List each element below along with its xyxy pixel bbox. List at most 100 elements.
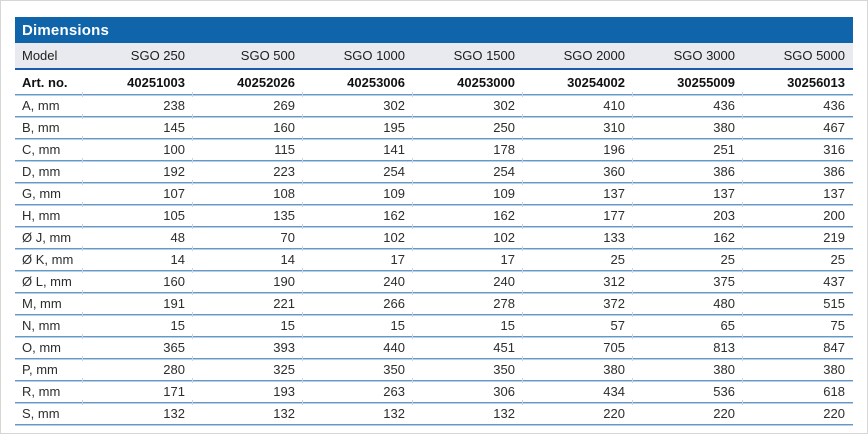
dimension-label: R, mm [15,380,83,403]
dimension-value: 193 [192,378,303,403]
dimension-value: 107 [82,180,193,205]
dimension-value: 196 [522,136,633,161]
dimension-value: 14 [192,246,303,271]
dimension-value: 15 [82,312,193,337]
dimension-value: 192 [82,158,193,183]
dimension-value: 480 [632,290,743,315]
art-no-value: 40252026 [237,74,295,90]
dimension-value: 254 [302,158,413,183]
dimension-value: 365 [82,334,193,359]
dimension-label: N, mm [15,314,83,337]
table-row: O, mm 365 393 440 451 705 813 847 [15,334,853,359]
dimension-value: 132 [302,400,413,425]
table-row: R, mm 171 193 263 306 434 536 618 [15,378,853,403]
dimension-value: 171 [82,378,193,403]
dimension-value: 137 [632,180,743,205]
dimension-value: 618 [742,378,853,403]
dimension-value: 162 [302,202,413,227]
dimension-value: 160 [82,268,193,293]
dimension-value: 137 [742,180,853,205]
dimension-value: 14 [82,246,193,271]
dimension-value: 190 [192,268,303,293]
dimension-value: 200 [742,202,853,227]
column-header-sgo-250: SGO 250 [83,43,193,70]
dimension-value: 380 [742,356,853,381]
dimension-label: B, mm [15,116,83,139]
dimension-label: Ø K, mm [15,248,83,271]
dimension-value: 240 [302,268,413,293]
dimension-value: 160 [192,114,303,139]
dimension-value: 386 [632,158,743,183]
dimension-label: H, mm [15,204,83,227]
dimension-value: 254 [412,158,523,183]
dimension-label: M, mm [15,292,83,315]
dimension-value: 105 [82,202,193,227]
dimension-value: 15 [412,312,523,337]
dimension-value: 48 [82,224,193,249]
dimension-value: 17 [302,246,413,271]
dimension-value: 240 [412,268,523,293]
column-header-sgo-1000: SGO 1000 [303,43,413,70]
table-row: Ø J, mm 48 70 102 102 133 162 219 [15,224,853,249]
table-row: Art. no. 40251003 40252026 40253006 40253000… [15,69,853,95]
table-row: N, mm 15 15 15 15 57 65 75 [15,312,853,337]
art-no-label: Art. no. [22,74,68,90]
dimension-label: Ø L, mm [15,270,83,293]
table-row: C, mm 100 115 141 178 196 251 316 [15,136,853,161]
dimension-value: 177 [522,202,633,227]
table-row: A, mm 238 269 302 302 410 436 436 [15,92,853,117]
dimension-value: 705 [522,334,633,359]
dimension-value: 238 [82,92,193,117]
dimension-value: 386 [742,158,853,183]
dimension-value: 220 [742,400,853,425]
table-row: D, mm 192 223 254 254 360 386 386 [15,158,853,183]
dimension-value: 57 [522,312,633,337]
dimension-value: 437 [742,268,853,293]
dimension-value: 75 [742,312,853,337]
dimension-label: O, mm [15,336,83,359]
column-header-model: Model [15,43,83,70]
dimension-value: 372 [522,290,633,315]
dimension-value: 102 [412,224,523,249]
dimension-value: 132 [82,400,193,425]
dimension-value: 191 [82,290,193,315]
table-row: H, mm 105 135 162 162 177 203 200 [15,202,853,227]
dimension-value: 141 [302,136,413,161]
dimension-value: 108 [192,180,303,205]
dimension-value: 178 [412,136,523,161]
dimension-label: C, mm [15,138,83,161]
dimension-value: 375 [632,268,743,293]
dimension-value: 162 [632,224,743,249]
dimension-value: 220 [632,400,743,425]
dimension-value: 302 [412,92,523,117]
dimension-value: 162 [412,202,523,227]
dimension-value: 280 [82,356,193,381]
dimension-value: 17 [412,246,523,271]
dimension-value: 109 [302,180,413,205]
dimension-value: 70 [192,224,303,249]
column-header-sgo-2000: SGO 2000 [523,43,633,70]
art-no-value: 40253000 [457,74,515,90]
dimension-value: 360 [522,158,633,183]
dimension-value: 380 [632,356,743,381]
dimension-value: 219 [742,224,853,249]
table-row: Ø K, mm 14 14 17 17 25 25 25 [15,246,853,271]
table-row: B, mm 145 160 195 250 310 380 467 [15,114,853,139]
dimension-value: 100 [82,136,193,161]
table-row: M, mm 191 221 266 278 372 480 515 [15,290,853,315]
table-row: P, mm 280 325 350 350 380 380 380 [15,356,853,381]
art-no-value: 30256013 [787,74,845,90]
table-row: S, mm 132 132 132 132 220 220 220 [15,400,853,425]
dimension-value: 436 [742,92,853,117]
dimension-value: 310 [522,114,633,139]
dimension-value: 312 [522,268,633,293]
dimension-value: 132 [192,400,303,425]
art-no-value: 40251003 [127,74,185,90]
dimension-value: 306 [412,378,523,403]
table-head: Dimensions Model SGO 250 SGO 500 SGO 1000 SG… [15,17,853,70]
dimension-value: 380 [632,114,743,139]
dimension-value: 515 [742,290,853,315]
dimension-value: 436 [632,92,743,117]
dimension-value: 847 [742,334,853,359]
